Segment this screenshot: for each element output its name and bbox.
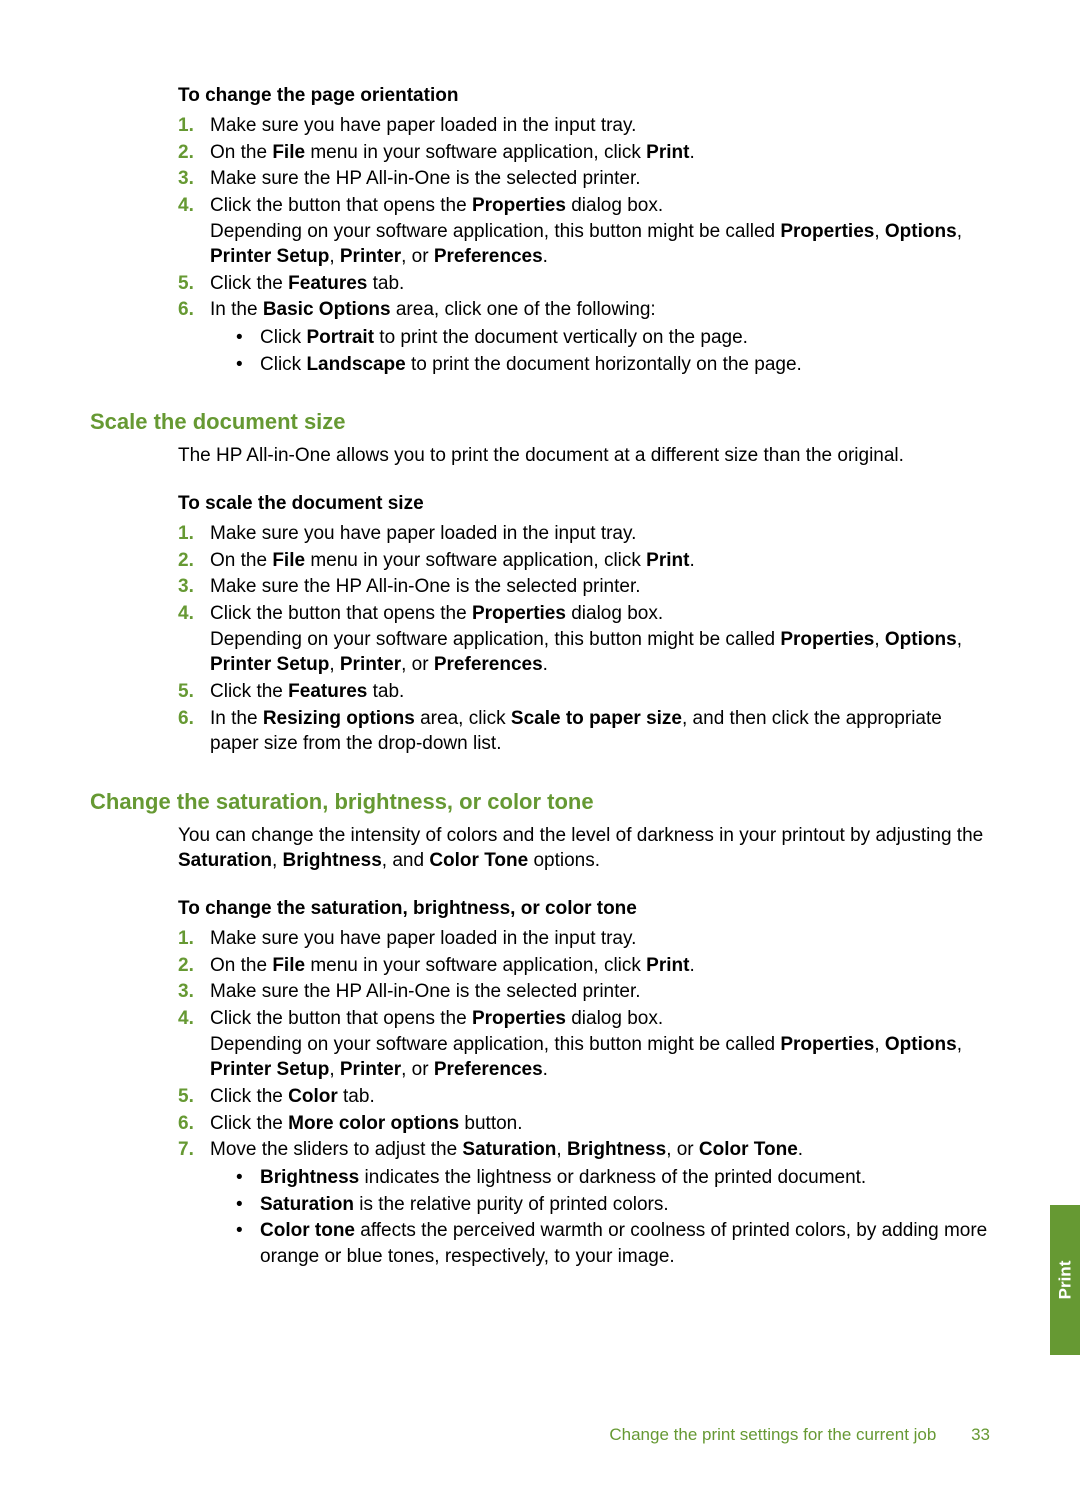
page-container: To change the page orientation Make sure… — [0, 0, 1080, 1495]
list-item: Click the button that opens the Properti… — [178, 601, 990, 678]
color-steps: Make sure you have paper loaded in the i… — [178, 926, 990, 1269]
sub-list-item: Color tone affects the perceived warmth … — [236, 1218, 990, 1269]
footer-text: Change the print settings for the curren… — [609, 1425, 936, 1444]
sub-list-item: Saturation is the relative purity of pri… — [236, 1192, 990, 1218]
intro-text: You can change the intensity of colors a… — [178, 823, 990, 874]
list-item: Make sure you have paper loaded in the i… — [178, 113, 990, 139]
task-heading: To change the saturation, brightness, or… — [178, 898, 990, 920]
color-block: You can change the intensity of colors a… — [178, 823, 990, 1270]
page-footer: Change the print settings for the curren… — [609, 1425, 990, 1445]
scale-steps: Make sure you have paper loaded in the i… — [178, 521, 990, 757]
list-item: Make sure you have paper loaded in the i… — [178, 521, 990, 547]
list-item: In the Basic Options area, click one of … — [178, 297, 990, 377]
list-item: Click the Features tab. — [178, 679, 990, 705]
list-item: In the Resizing options area, click Scal… — [178, 706, 990, 757]
list-item: Click the Color tab. — [178, 1084, 990, 1110]
sub-list-item: Brightness indicates the lightness or da… — [236, 1165, 990, 1191]
list-item: On the File menu in your software applic… — [178, 140, 990, 166]
list-item: Make sure the HP All-in-One is the selec… — [178, 166, 990, 192]
list-item: Make sure the HP All-in-One is the selec… — [178, 979, 990, 1005]
intro-text: The HP All-in-One allows you to print th… — [178, 443, 990, 469]
list-item: Make sure you have paper loaded in the i… — [178, 926, 990, 952]
sub-list: Click Portrait to print the document ver… — [236, 325, 990, 377]
side-tab-label: Print — [1055, 1261, 1075, 1300]
list-item: Move the sliders to adjust the Saturatio… — [178, 1137, 990, 1269]
section-heading: Change the saturation, brightness, or co… — [90, 789, 990, 815]
side-tab: Print — [1050, 1205, 1080, 1355]
sub-list: Brightness indicates the lightness or da… — [236, 1165, 990, 1270]
orientation-steps: Make sure you have paper loaded in the i… — [178, 113, 990, 377]
sub-list-item: Click Landscape to print the document ho… — [236, 352, 990, 378]
sub-list-item: Click Portrait to print the document ver… — [236, 325, 990, 351]
list-item: Make sure the HP All-in-One is the selec… — [178, 574, 990, 600]
list-item: Click the button that opens the Properti… — [178, 1006, 990, 1083]
orientation-task-block: To change the page orientation Make sure… — [178, 85, 990, 377]
list-item: Click the Features tab. — [178, 271, 990, 297]
list-item: Click the button that opens the Properti… — [178, 193, 990, 270]
task-heading: To change the page orientation — [178, 85, 990, 107]
footer-page-number: 33 — [971, 1425, 990, 1444]
scale-block: The HP All-in-One allows you to print th… — [178, 443, 990, 756]
list-item: Click the More color options button. — [178, 1111, 990, 1137]
list-item: On the File menu in your software applic… — [178, 953, 990, 979]
section-heading: Scale the document size — [90, 409, 990, 435]
task-heading: To scale the document size — [178, 493, 990, 515]
list-item: On the File menu in your software applic… — [178, 548, 990, 574]
